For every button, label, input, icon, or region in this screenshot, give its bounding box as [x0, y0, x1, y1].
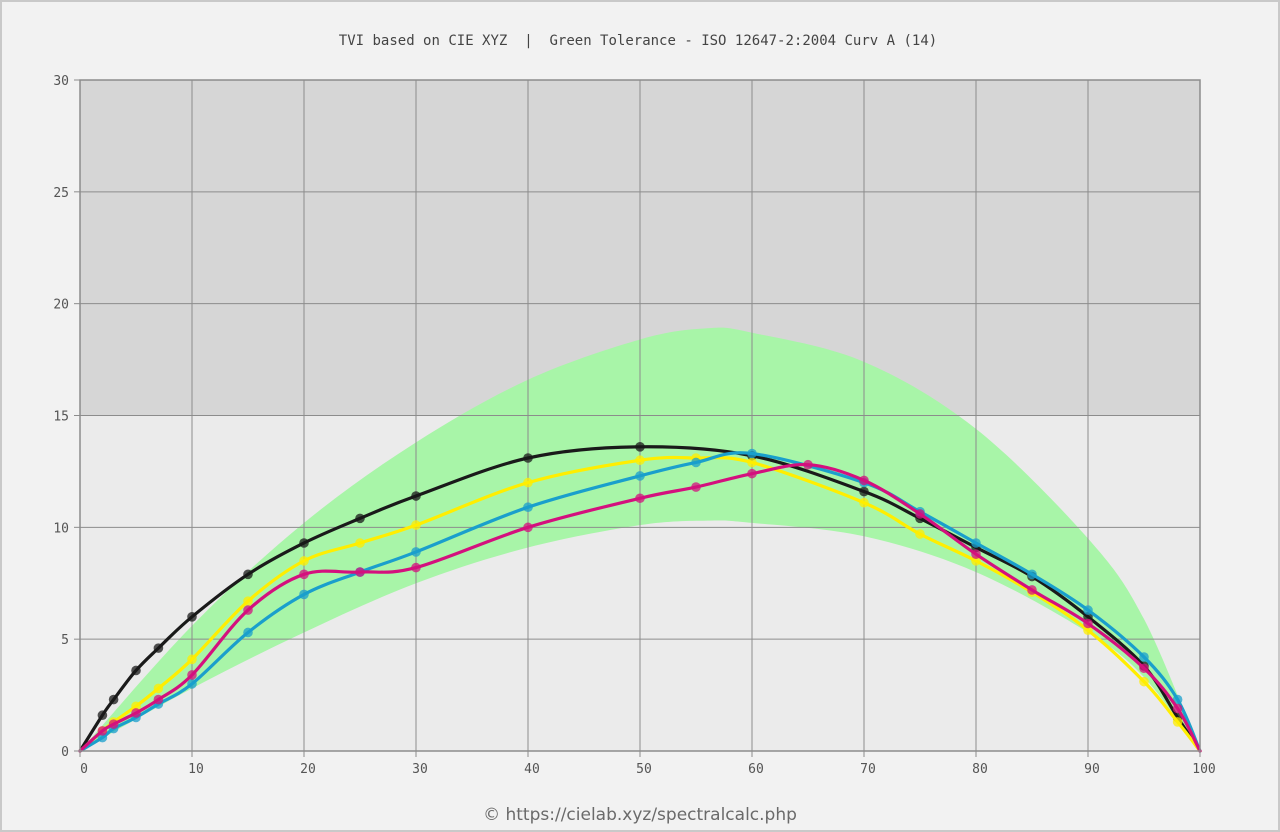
- series-point: [355, 513, 365, 524]
- x-tick-label: 60: [748, 762, 764, 777]
- y-tick-label: 0: [61, 745, 69, 760]
- series-point: [153, 683, 164, 694]
- series-point: [1172, 703, 1183, 714]
- axes: 0 10 20 30 40 50 60 70 80 90 100 0 5 10 15 20 25 30: [53, 74, 1215, 777]
- series-point: [355, 567, 365, 577]
- y-tick-label: 30: [53, 74, 69, 89]
- y-tick-label: 20: [53, 298, 69, 313]
- y-tick-label: 25: [53, 186, 69, 201]
- series-point: [299, 538, 309, 548]
- series-line: [78, 455, 1202, 753]
- series-point: [747, 457, 757, 468]
- series-point: [747, 468, 757, 479]
- x-tick-label: 90: [1084, 762, 1100, 777]
- series-point: [1139, 676, 1149, 687]
- x-tick-label: 50: [636, 762, 652, 777]
- series-point: [915, 529, 925, 539]
- series-point: [1027, 569, 1037, 580]
- series-group: [78, 442, 1202, 753]
- series-point: [187, 612, 197, 622]
- series-point: [635, 493, 645, 504]
- series-point: [971, 538, 981, 548]
- series-point: [153, 694, 164, 705]
- series-point: [187, 654, 197, 665]
- series-point: [355, 538, 365, 548]
- series-point: [1139, 663, 1149, 674]
- series-point: [131, 708, 141, 718]
- series-point: [97, 726, 108, 736]
- tolerance-band: [80, 327, 1200, 751]
- series-point: [187, 679, 197, 689]
- series-point: [97, 732, 108, 743]
- series-point: [1139, 652, 1149, 662]
- series-point: [635, 471, 645, 481]
- series-0: [78, 442, 1202, 753]
- y-tick-label: 10: [53, 521, 69, 536]
- series-point: [635, 455, 645, 466]
- series-point: [243, 627, 253, 638]
- series-point: [1172, 717, 1183, 727]
- series-point: [1027, 585, 1037, 595]
- series-point: [411, 547, 421, 557]
- series-point: [915, 509, 925, 519]
- series-point: [691, 457, 701, 468]
- series-point: [411, 562, 421, 573]
- y-tick-label: 5: [61, 633, 69, 648]
- x-tick-label: 0: [80, 762, 88, 777]
- x-tick-label: 10: [188, 762, 204, 777]
- series-point: [97, 710, 108, 721]
- series-point: [523, 453, 533, 463]
- series-point: [108, 719, 119, 729]
- series-point: [131, 701, 141, 712]
- series-point: [859, 486, 869, 497]
- series-point: [859, 475, 869, 486]
- x-tick-label: 100: [1192, 762, 1215, 777]
- series-point: [243, 605, 253, 615]
- x-tick-label: 80: [972, 762, 988, 777]
- series-point: [691, 482, 701, 492]
- series-point: [243, 569, 253, 580]
- source-url: © https://cielab.xyz/spectralcalc.php: [483, 805, 797, 825]
- series-line: [78, 445, 1202, 753]
- series-point: [299, 589, 309, 600]
- series-point: [971, 549, 981, 559]
- series-3: [78, 459, 1202, 753]
- series-point: [153, 643, 164, 653]
- series-point: [1083, 625, 1093, 636]
- series-point: [747, 448, 757, 459]
- series-point: [1083, 612, 1093, 622]
- series-point: [859, 497, 869, 508]
- series-point: [1083, 605, 1093, 615]
- series-1: [78, 453, 1202, 753]
- series-line: [78, 451, 1202, 753]
- series-point: [411, 491, 421, 501]
- y-tick-label: 15: [53, 410, 69, 425]
- series-point: [1083, 618, 1093, 629]
- series-point: [1172, 694, 1183, 705]
- chart-title: TVI based on CIE XYZ | Green Tolerance -…: [339, 33, 937, 49]
- tolerance-area: [80, 327, 1200, 751]
- series-point: [131, 665, 141, 676]
- series-point: [635, 442, 645, 452]
- series-point: [299, 556, 309, 566]
- x-tick-label: 30: [412, 762, 428, 777]
- series-point: [411, 520, 421, 530]
- x-tick-label: 70: [860, 762, 876, 777]
- series-point: [187, 670, 197, 680]
- x-tick-label: 40: [524, 762, 540, 777]
- series-point: [971, 556, 981, 566]
- series-point: [299, 569, 309, 580]
- series-point: [523, 502, 533, 513]
- series-point: [108, 694, 119, 705]
- series-point: [523, 477, 533, 488]
- series-point: [803, 459, 813, 470]
- series-point: [243, 596, 253, 606]
- x-tick-label: 20: [300, 762, 316, 777]
- series-point: [523, 522, 533, 533]
